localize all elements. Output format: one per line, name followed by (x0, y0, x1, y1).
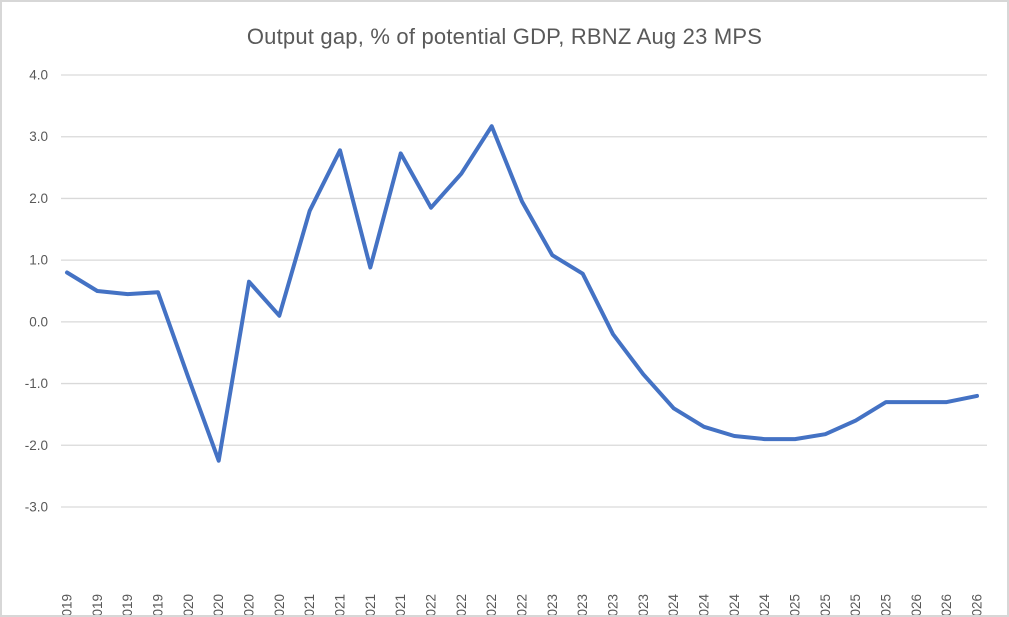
y-axis-tick-label: 3.0 (29, 129, 48, 144)
x-axis-tick-label: 1/03/2019 (60, 594, 75, 615)
output-gap-line-series (65, 124, 979, 463)
x-axis-tick-label: 1/09/2024 (727, 594, 742, 615)
x-axis-tick-label: 1/12/2025 (879, 594, 894, 615)
x-axis-tick-label: 1/12/2019 (151, 594, 166, 615)
y-axis-tick-label: -1.0 (25, 376, 48, 391)
x-axis-tick-label: 1/06/2024 (697, 594, 712, 615)
y-axis-tick-label: 1.0 (29, 253, 48, 268)
x-axis-tick-label: 1/03/2023 (545, 594, 560, 615)
x-axis-tick-label: 1/03/2022 (424, 594, 439, 615)
y-axis-tick-label: 0.0 (29, 314, 48, 329)
x-axis-tick-label: 1/12/2022 (515, 594, 530, 615)
y-axis-tick-label: -3.0 (25, 500, 48, 515)
x-axis-tick-label: 1/06/2019 (90, 594, 105, 615)
y-axis-tick-label: 2.0 (29, 191, 48, 206)
chart-title: Output gap, % of potential GDP, RBNZ Aug… (246, 24, 763, 49)
x-axis-tick-label: 1/09/2021 (363, 594, 378, 615)
y-axis-tick-label: -2.0 (25, 438, 48, 453)
x-axis-tick-label: 1/12/2020 (272, 594, 287, 615)
x-axis-tick-label: 1/12/2021 (393, 594, 408, 615)
x-axis-tick-label: 1/03/2020 (181, 594, 196, 615)
x-axis-tick-label: 1/03/2024 (666, 594, 681, 615)
x-axis-tick-label: 1/03/2026 (909, 594, 924, 615)
x-axis-tick-label: 1/09/2020 (242, 594, 257, 615)
x-axis-tick-label: 1/09/2023 (606, 594, 621, 615)
x-axis-tick-label: 1/06/2020 (211, 594, 226, 615)
x-axis-tick-label: 1/09/2026 (970, 594, 985, 615)
x-axis-tick-label: 1/12/2024 (757, 594, 772, 615)
x-axis-tick-label: 1/06/2021 (333, 594, 348, 615)
x-axis-tick-label: 1/03/2021 (302, 594, 317, 615)
x-axis-tick-label: 1/09/2025 (848, 594, 863, 615)
x-axis-tick-label: 1/09/2019 (120, 594, 135, 615)
x-axis-tick-label: 1/09/2022 (484, 594, 499, 615)
x-axis-tick-label: 1/06/2025 (818, 594, 833, 615)
x-axis-tick-label: 1/03/2025 (788, 594, 803, 615)
x-axis-tick-label: 1/06/2022 (454, 594, 469, 615)
x-axis-tick-label: 1/12/2023 (636, 594, 651, 615)
x-axis-tick-label: 1/06/2023 (575, 594, 590, 615)
x-axis-tick-label: 1/06/2026 (939, 594, 954, 615)
y-axis-tick-label: 4.0 (29, 68, 48, 83)
